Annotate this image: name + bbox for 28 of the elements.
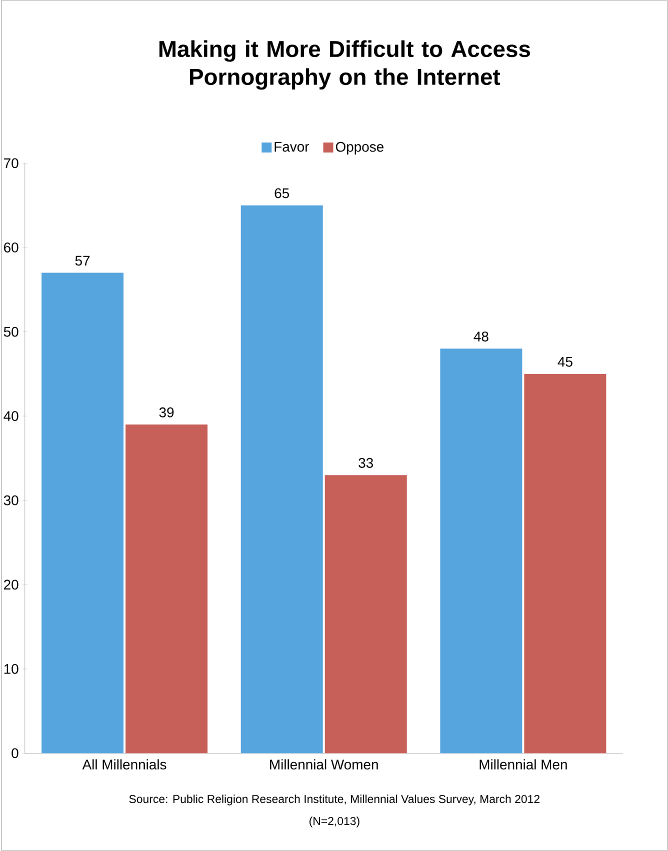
y-tick-label: 70: [4, 158, 18, 168]
legend-label: Favor: [274, 142, 310, 152]
y-tick-label: 0: [12, 748, 18, 758]
x-tick-label: Millennial Women: [270, 759, 378, 770]
data-label: 33: [358, 458, 374, 468]
x-tick-label: Millennial Men: [480, 759, 567, 770]
text: (N=2,013): [310, 816, 360, 828]
bar: [524, 374, 606, 754]
chart-title: Making it More Difficult to Access Pornography on the Internet: [159, 40, 530, 90]
data-label: 65: [274, 188, 290, 198]
x-tick-label: All Millennials: [82, 759, 166, 770]
legend-label: Oppose: [336, 142, 384, 155]
bar: [126, 424, 208, 754]
data-label: 45: [558, 357, 572, 367]
y-tick-label: 60: [4, 242, 18, 252]
y-tick-label: 40: [4, 411, 18, 422]
bar: [240, 205, 323, 754]
y-tick-label: 50: [4, 326, 18, 337]
y-tick-label: 20: [4, 580, 18, 590]
data-label: 57: [75, 256, 90, 266]
y-tick-label: 10: [4, 664, 18, 674]
bar: [42, 272, 124, 754]
y-tick-label: 30: [4, 495, 18, 506]
data-label: 48: [474, 332, 488, 342]
bar: [440, 348, 522, 754]
source-note: Source: Public Religion Research Institute, Millennial Values Survey, March 2012: [129, 794, 540, 806]
bar: [324, 475, 407, 754]
data-label: 39: [159, 407, 174, 418]
